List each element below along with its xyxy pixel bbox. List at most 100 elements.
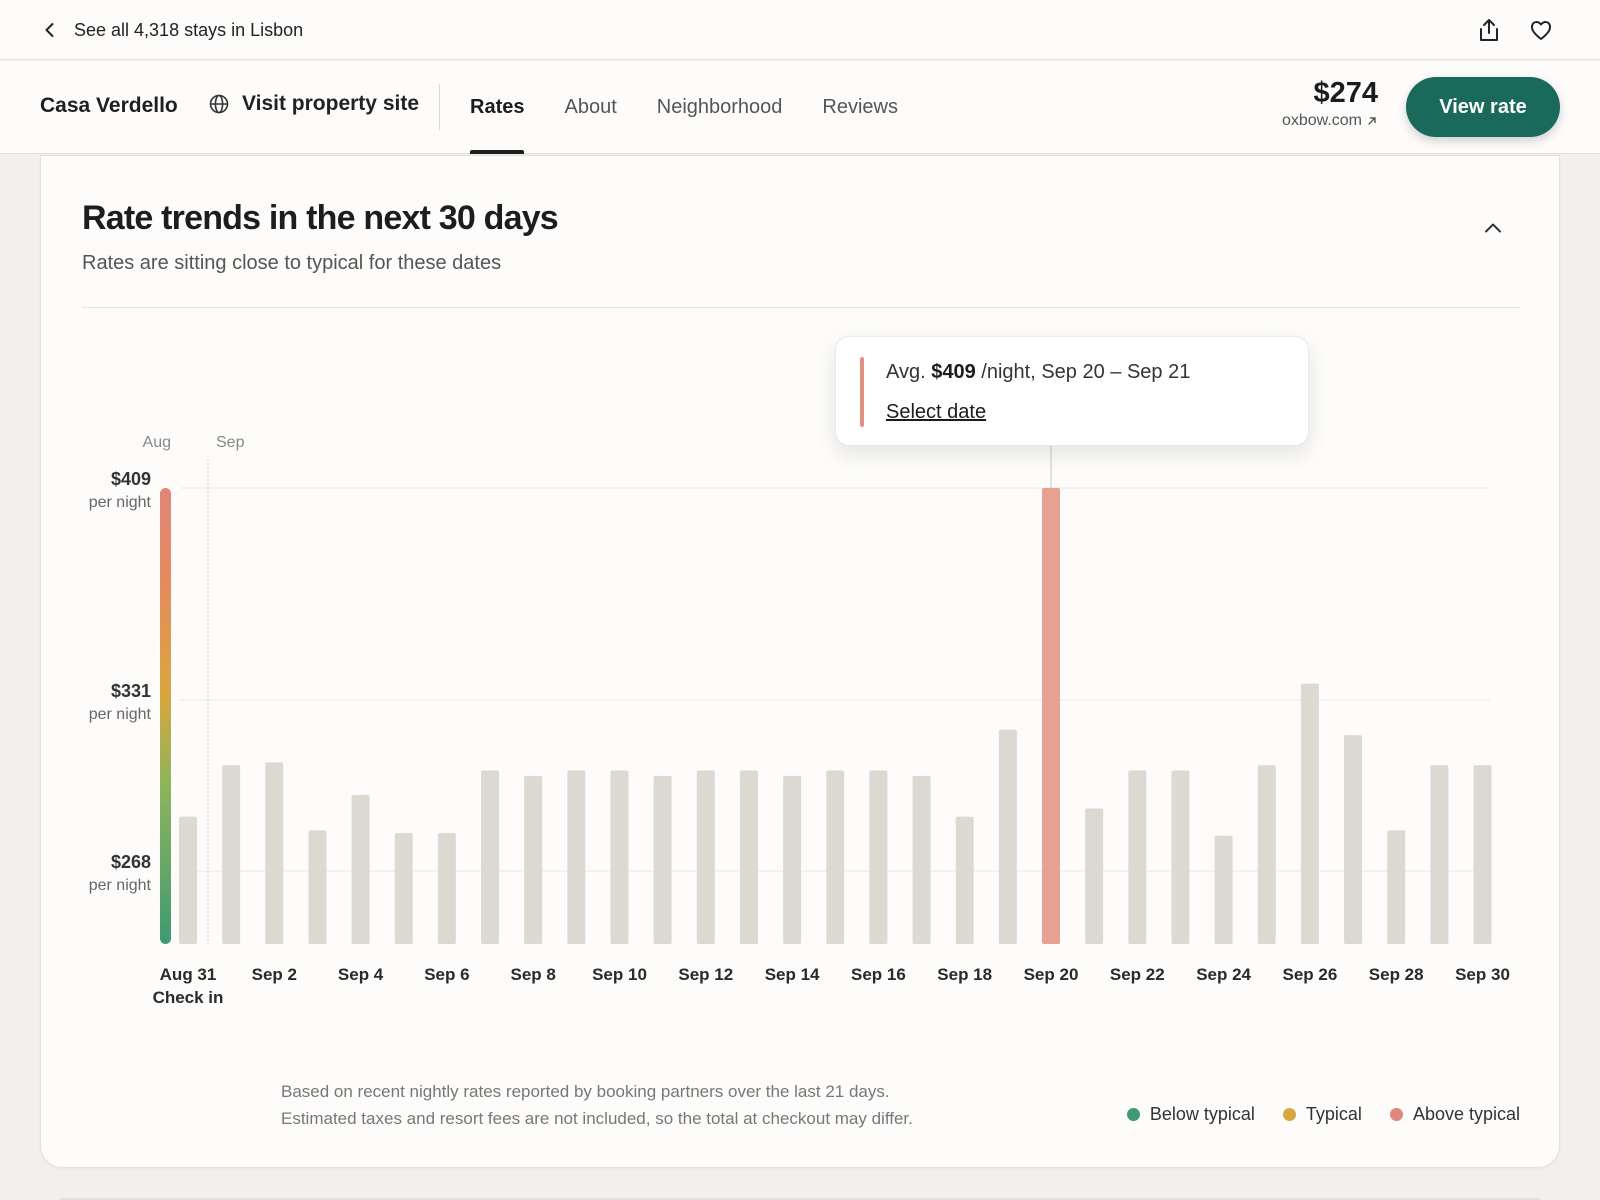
rate-trend-chart: $409 per night $331 per night $268 per night A… (89, 434, 1510, 1007)
footnote-line-1: Based on recent nightly rates reported b… (281, 1082, 890, 1101)
bar (1473, 765, 1492, 944)
month-label: Sep (216, 434, 245, 451)
x-tick-label: Sep 14 (765, 965, 820, 984)
bar (567, 770, 586, 944)
share-icon[interactable] (1476, 17, 1502, 43)
chart-legend: Below typical Typical Above typical (1126, 1104, 1520, 1125)
y-tick-label: $268 (111, 852, 151, 872)
bar (998, 729, 1017, 944)
bar (1257, 765, 1276, 944)
legend-above-typical: Above typical (1389, 1104, 1520, 1125)
bar (1300, 683, 1319, 944)
visit-property-site-link[interactable]: Visit property site (208, 92, 419, 116)
legend-label: Below typical (1149, 1104, 1255, 1124)
bar-highlighted (1042, 488, 1060, 944)
rate-trends-card: Rate trends in the next 30 days Rates ar… (40, 155, 1560, 1168)
chevron-left-icon (45, 23, 54, 37)
x-tick-label: Sep 4 (338, 965, 384, 984)
x-tick-label: Sep 26 (1282, 965, 1337, 984)
y-tick-sublabel: per night (89, 494, 152, 511)
tab-neighborhood[interactable]: Neighborhood (656, 96, 783, 118)
tooltip-amount: $409 (931, 361, 976, 383)
external-link-arrow-icon (1368, 117, 1376, 125)
bar (437, 832, 456, 944)
select-date-link[interactable]: Select date (886, 401, 987, 423)
card-divider (82, 307, 1520, 308)
x-tick-label: Sep 16 (851, 965, 906, 984)
tab-bar: Rates About Neighborhood Reviews (470, 61, 938, 154)
bar (783, 775, 802, 944)
bar (1128, 770, 1147, 944)
y-tick-label: $331 (111, 681, 151, 701)
y-tick-label: $409 (111, 469, 151, 489)
bar (826, 770, 845, 944)
tab-about[interactable]: About (564, 96, 617, 118)
property-nav: Casa Verdello Visit property site Rates … (0, 61, 1600, 154)
bar (481, 770, 500, 944)
x-tick-label: Sep 18 (937, 965, 992, 984)
legend-dot-above (1389, 1108, 1403, 1121)
x-tick-label: Sep 8 (511, 965, 556, 984)
legend-label: Above typical (1412, 1104, 1520, 1124)
legend-below-typical: Below typical (1126, 1104, 1255, 1125)
x-tick-label: Sep 10 (592, 965, 647, 984)
bar (351, 794, 370, 944)
bar (696, 770, 715, 944)
bar (1430, 765, 1449, 944)
price-summary: $274 oxbow.com (1282, 77, 1378, 130)
footnote: Based on recent nightly rates reported b… (281, 1078, 913, 1132)
view-rate-button[interactable]: View rate (1406, 77, 1560, 137)
month-label: Aug (143, 434, 171, 451)
bar (1344, 735, 1363, 944)
legend-typical: Typical (1282, 1104, 1362, 1125)
x-tick-label: Sep 24 (1196, 965, 1251, 984)
globe-icon (209, 94, 229, 114)
visit-property-site-label: Visit property site (242, 92, 420, 115)
x-tick-label: Sep 12 (678, 965, 733, 984)
tab-reviews[interactable]: Reviews (822, 96, 898, 118)
price-source-label: oxbow.com (1281, 112, 1362, 129)
bar (869, 770, 888, 944)
back-link[interactable]: See all 4,318 stays in Lisbon (40, 18, 303, 42)
tooltip-suffix: /night, Sep 20 – Sep 21 (981, 361, 1191, 383)
back-link-label: See all 4,318 stays in Lisbon (74, 19, 304, 40)
bar (1214, 835, 1233, 944)
legend-label: Typical (1305, 1104, 1362, 1124)
bar (394, 832, 413, 944)
bar (739, 770, 758, 944)
bar (1085, 808, 1104, 944)
bar (1387, 830, 1406, 944)
chevron-up-icon[interactable] (1479, 214, 1507, 242)
tooltip-rate-text: Avg. $409 /night, Sep 20 – Sep 21 (886, 361, 1190, 384)
x-tick-label: Sep 2 (252, 965, 297, 984)
price-source-link[interactable]: oxbow.com (1282, 112, 1378, 130)
footnote-line-2: Estimated taxes and resort fees are not … (281, 1109, 913, 1128)
top-bar: See all 4,318 stays in Lisbon (0, 0, 1600, 60)
bar (1171, 770, 1190, 944)
legend-dot-typical (1282, 1108, 1296, 1121)
y-tick-sublabel: per night (89, 877, 152, 894)
tab-rates[interactable]: Rates (470, 61, 525, 154)
x-tick-label: Sep 6 (424, 965, 469, 984)
bar (308, 830, 327, 944)
bar (222, 765, 241, 944)
nav-divider (439, 84, 440, 130)
x-tick-label: Sep 30 (1455, 965, 1510, 984)
bar (610, 770, 629, 944)
bar (912, 775, 931, 944)
bar (524, 775, 543, 944)
bar (653, 775, 672, 944)
check-in-label: Check in (153, 988, 224, 1007)
x-tick-label: Aug 31 (160, 965, 217, 984)
property-name: Casa Verdello (40, 94, 178, 117)
rate-tooltip: Avg. $409 /night, Sep 20 – Sep 21 Select… (835, 336, 1309, 446)
bar (179, 816, 197, 944)
nightly-price: $274 (1313, 77, 1378, 109)
tooltip-accent-bar (860, 357, 864, 427)
legend-dot-below (1126, 1108, 1140, 1121)
card-subtitle: Rates are sitting close to typical for t… (82, 252, 502, 274)
heart-icon[interactable] (1528, 17, 1554, 43)
y-tick-sublabel: per night (89, 706, 152, 723)
x-tick-label: Sep 22 (1110, 965, 1165, 984)
x-tick-label: Sep 20 (1024, 965, 1079, 984)
